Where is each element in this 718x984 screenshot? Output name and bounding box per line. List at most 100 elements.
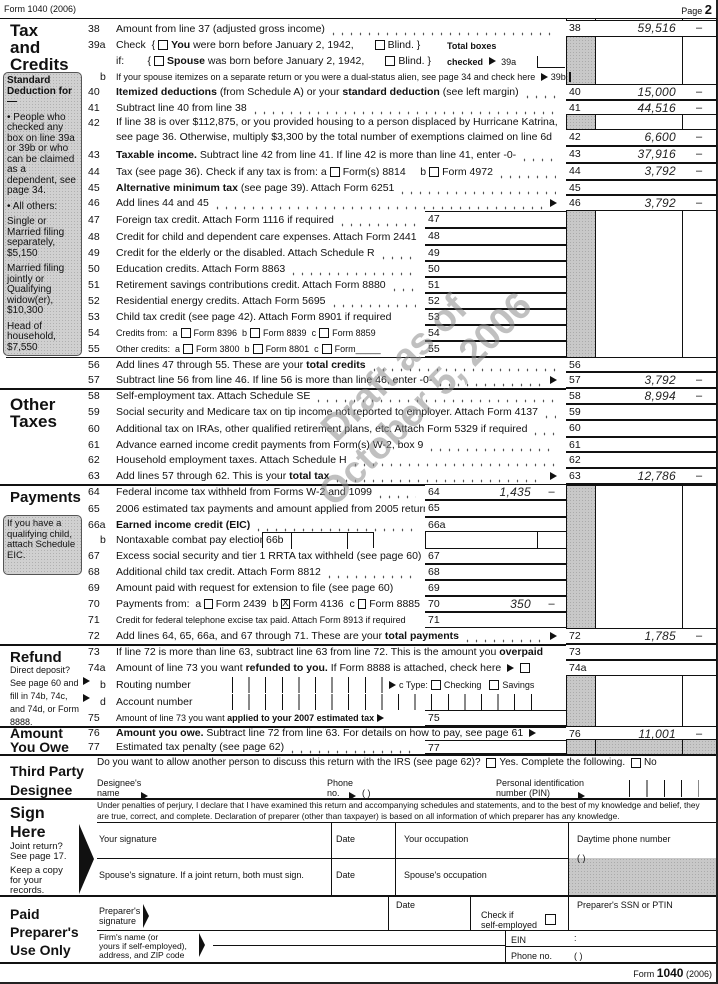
- checkbox[interactable]: [154, 56, 165, 66]
- checkbox[interactable]: [319, 328, 330, 338]
- cents-input[interactable]: –: [548, 486, 555, 498]
- line-63: 63 Add lines 57 through 62. This is your …: [0, 468, 716, 484]
- firm-name-input[interactable]: [213, 945, 505, 946]
- line-number: 39a: [88, 39, 106, 51]
- cents-input[interactable]: –: [695, 165, 703, 177]
- checkbox[interactable]: [183, 344, 194, 354]
- box-number: 45: [569, 182, 581, 194]
- line-text-bold: Earned income credit (EIC): [116, 518, 251, 531]
- checkbox[interactable]: [204, 599, 213, 609]
- line-39a-total-input[interactable]: [537, 56, 565, 68]
- box-number: 58: [569, 390, 581, 402]
- line-text: Amount of line 73 you want: [116, 662, 246, 674]
- savings-checkbox[interactable]: [489, 680, 500, 690]
- cents-input[interactable]: –: [695, 22, 703, 34]
- amount-input[interactable]: 3,792: [644, 196, 676, 210]
- cents-input[interactable]: –: [695, 470, 703, 482]
- line-51: 51 Retirement savings contributions credi…: [0, 277, 716, 293]
- cents-input[interactable]: –: [548, 598, 555, 610]
- preparer-phone-input[interactable]: ( ): [574, 951, 583, 961]
- line-description: Self-employment tax. Attach Schedule SE: [116, 388, 560, 404]
- designee-name-input[interactable]: [150, 784, 320, 798]
- checkbox[interactable]: [321, 344, 332, 354]
- third-party-no-checkbox[interactable]: [630, 758, 641, 768]
- line-38-amount-box: 38 59,516 –: [566, 20, 716, 37]
- cents-input[interactable]: –: [695, 102, 703, 114]
- checkbox[interactable]: [374, 40, 385, 50]
- checkbox[interactable]: [568, 71, 571, 82]
- box-number: 73: [569, 646, 581, 658]
- line-text: Subtract line 40 from line 38: [116, 101, 247, 114]
- checkbox[interactable]: X: [281, 598, 290, 609]
- checkbox[interactable]: [520, 663, 531, 673]
- shaded-area: [566, 676, 595, 726]
- checkbox[interactable]: [158, 40, 169, 50]
- checkbox[interactable]: [180, 328, 191, 338]
- line-50: 50 Education credits. Attach Form 8863 50: [0, 261, 716, 277]
- cents-input[interactable]: –: [695, 86, 703, 98]
- cents-input[interactable]: –: [695, 630, 703, 642]
- amount-input[interactable]: 1,435: [499, 485, 531, 499]
- cents-input[interactable]: –: [695, 728, 703, 740]
- line-number: 64: [88, 486, 100, 498]
- ein-input[interactable]: :: [574, 933, 577, 943]
- line-text: Nontaxable combat pay election: [116, 534, 266, 546]
- box-number: 71: [428, 614, 440, 626]
- combat-pay-input[interactable]: [293, 533, 345, 549]
- dot-leader: [324, 564, 416, 580]
- amount-input[interactable]: 8,994: [644, 389, 676, 403]
- amount-input[interactable]: 12,786: [637, 469, 676, 483]
- third-party-yes-checkbox[interactable]: [486, 758, 497, 768]
- line-text: Residential energy credits. Attach Form …: [116, 295, 326, 307]
- arrow-icon: [377, 714, 385, 722]
- line-description: Add lines 64, 65, 66a, and 67 through 71…: [116, 628, 560, 644]
- cents-input[interactable]: –: [695, 148, 703, 160]
- preparer-signature-input[interactable]: [155, 900, 385, 928]
- amount-input[interactable]: 3,792: [644, 373, 676, 387]
- amount-input[interactable]: 6,600: [644, 130, 676, 144]
- amount-input[interactable]: 37,916: [637, 147, 676, 161]
- checkbox[interactable]: [252, 344, 263, 354]
- self-employed-checkbox[interactable]: [545, 914, 556, 925]
- designee-phone-input[interactable]: ( ): [362, 788, 371, 798]
- routing-number-input[interactable]: [232, 677, 383, 693]
- line-number: 52: [88, 295, 100, 307]
- cents-input[interactable]: –: [695, 131, 703, 143]
- box-number: 61: [569, 439, 581, 451]
- divider: [97, 930, 716, 931]
- amount-input[interactable]: 1,785: [644, 629, 676, 643]
- checkbox[interactable]: [250, 328, 261, 338]
- checkbox[interactable]: [329, 166, 340, 177]
- checkbox[interactable]: [357, 599, 367, 609]
- divider: [0, 962, 716, 964]
- line-text: Self-employment tax. Attach Schedule SE: [116, 390, 311, 402]
- line-text-bold: overpaid: [499, 646, 544, 658]
- line-number: 63: [88, 470, 100, 482]
- dot-leader: [398, 179, 556, 196]
- your-signature-input[interactable]: [97, 846, 329, 858]
- checkbox[interactable]: [429, 166, 440, 177]
- cents-input[interactable]: –: [695, 197, 703, 209]
- line-number: 77: [88, 741, 100, 753]
- account-number-input[interactable]: [232, 694, 532, 710]
- line-text-bold: total credits: [306, 358, 366, 371]
- spouse-signature-input[interactable]: [97, 880, 329, 894]
- amount-input[interactable]: 15,000: [637, 85, 676, 99]
- line-41: 41 Subtract line 40 from line 38 41 44,516 –: [0, 99, 716, 116]
- amount-input[interactable]: 44,516: [637, 101, 676, 115]
- line-65-amount-box: 65: [425, 500, 566, 517]
- cents-input[interactable]: –: [695, 390, 703, 402]
- amount-input[interactable]: 59,516: [637, 21, 676, 35]
- pin-input[interactable]: [629, 780, 699, 797]
- arrow-icon: [488, 57, 496, 65]
- amount-input[interactable]: 350: [510, 597, 531, 611]
- standard-deduction-panel: Standard Deduction for— • People who che…: [3, 72, 82, 356]
- cents-input[interactable]: –: [695, 374, 703, 386]
- checking-checkbox[interactable]: [430, 680, 441, 690]
- line-text: if: {: [116, 55, 152, 67]
- line-text: Add lines 57 through 62. This is your: [116, 470, 290, 482]
- amount-input[interactable]: 3,792: [644, 164, 676, 178]
- daytime-phone-input[interactable]: ( ): [577, 853, 586, 863]
- amount-input[interactable]: 11,001: [638, 727, 676, 741]
- checkbox[interactable]: [385, 56, 396, 66]
